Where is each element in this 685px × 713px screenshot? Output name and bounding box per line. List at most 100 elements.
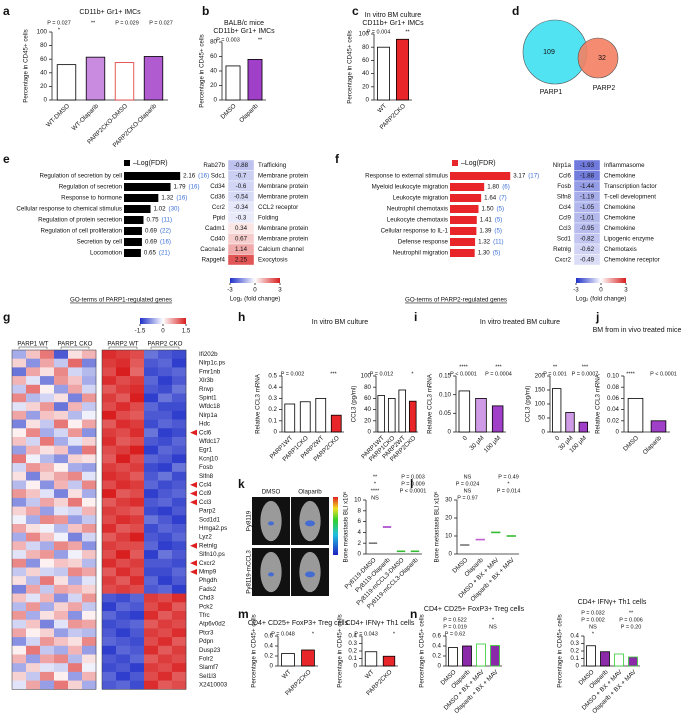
- heat-cell: [54, 550, 69, 560]
- heat-cell: [172, 541, 187, 551]
- heat-cell: [12, 671, 27, 681]
- heat-cell: [40, 393, 55, 403]
- heat-cell: [26, 463, 41, 473]
- heat-cell: [40, 402, 55, 412]
- heat-cell: [40, 480, 55, 490]
- heat-cell: [68, 419, 83, 429]
- heat-cell: [144, 593, 159, 603]
- gene-count: (11): [493, 239, 504, 246]
- p-value: P < 0.0001: [400, 488, 427, 494]
- bar-value: 1.50: [482, 206, 495, 213]
- heat-cell: [116, 602, 131, 612]
- gene-role: Transcription factor: [604, 183, 657, 190]
- y-tick-label: 0.4: [348, 633, 357, 640]
- heat-cell: [82, 628, 97, 638]
- heat-cell: [40, 558, 55, 568]
- heat-cell: [26, 384, 41, 394]
- heat-cell: [26, 611, 41, 620]
- heat-cell: [130, 671, 145, 681]
- y-tick-label: 0.06: [607, 395, 620, 402]
- heat-cell: [158, 663, 173, 673]
- heat-cell: [102, 410, 117, 420]
- gene-name: Rab27b: [203, 162, 225, 169]
- heat-cell: [12, 393, 27, 403]
- heat-cell: [26, 654, 41, 664]
- heat-cell: [116, 367, 131, 377]
- heat-cell: [158, 558, 173, 568]
- image-row-label: Py8119: [246, 510, 253, 531]
- fold-change-value: -0.34: [234, 204, 249, 211]
- heat-cell: [54, 576, 69, 586]
- y-tick-label: 80: [362, 44, 369, 51]
- y-tick-label: 0: [44, 97, 48, 104]
- chart-title: In vitro BM culture: [365, 12, 422, 19]
- term-label: Defense response: [398, 239, 449, 246]
- p-value: P = 0.49: [498, 474, 519, 480]
- y-tick-label: 0: [274, 429, 278, 436]
- x-tick-label: WT-DMSO: [45, 102, 71, 128]
- heat-cell: [54, 376, 69, 386]
- x-tick-label: 100 μM: [483, 435, 503, 455]
- heat-cell: [40, 619, 55, 629]
- bar: [650, 420, 667, 433]
- heat-cell: [116, 654, 131, 664]
- y-tick-label: 0.3: [570, 640, 579, 647]
- heat-cell: [54, 428, 69, 438]
- heat-cell: [144, 550, 159, 560]
- heat-cell: [68, 584, 83, 594]
- fold-change-value: -1.93: [580, 162, 595, 169]
- fold-change-cell: [573, 254, 601, 266]
- heat-cell: [54, 663, 69, 673]
- gene-name: Scd1: [557, 235, 572, 242]
- y-tick-label: 0: [542, 429, 546, 436]
- heat-cell: [68, 367, 83, 377]
- heat-cell: [82, 576, 97, 586]
- heat-cell: [144, 541, 159, 551]
- heat-cell: [172, 611, 187, 620]
- y-tick-label: 0: [368, 429, 372, 436]
- p-value: **: [553, 364, 558, 370]
- mouse: [260, 551, 282, 593]
- heat-cell: [102, 619, 117, 629]
- heat-cell: [26, 506, 41, 516]
- heat-cell: [54, 567, 69, 577]
- gene-role: Chemokine: [604, 172, 636, 179]
- heat-cell: [82, 654, 97, 664]
- gene-role: Calcium channel: [258, 246, 304, 253]
- p-value: **: [258, 37, 263, 43]
- heat-cell: [26, 350, 41, 359]
- bar: [628, 656, 638, 667]
- heat-cell: [130, 550, 145, 560]
- y-tick-label: 20: [445, 515, 452, 522]
- term-label: Leukocyte migration: [393, 195, 449, 202]
- p-value: *: [492, 617, 495, 623]
- heat-cell: [40, 419, 55, 429]
- heat-cell: [130, 619, 145, 629]
- y-tick-label: 100: [37, 29, 48, 36]
- gene-name: Pdpn: [199, 638, 214, 645]
- heat-cell: [40, 532, 55, 542]
- heat-cell: [102, 524, 117, 533]
- heat-cell: [130, 471, 145, 481]
- heat-cell: [82, 680, 97, 690]
- gene-name: Nlrp1a: [553, 162, 572, 169]
- heat-cell: [102, 454, 117, 464]
- bar: [491, 405, 504, 433]
- heat-cell: [40, 550, 55, 560]
- heat-cell: [102, 358, 117, 368]
- heat-cell: [40, 584, 55, 594]
- bar: [450, 194, 482, 202]
- gene-name: Spint1: [199, 394, 217, 401]
- heat-cell: [26, 489, 41, 499]
- heat-cell: [54, 637, 69, 647]
- heat-cell: [68, 384, 83, 394]
- term-label: Myeloid leukocyte migration: [372, 184, 449, 191]
- heat-cell: [68, 376, 83, 386]
- bar-value: 3.17: [513, 173, 526, 180]
- bli-colorbar: [333, 497, 338, 555]
- gene-role: CCL2 receptor: [258, 204, 298, 211]
- heat-cell: [144, 437, 159, 446]
- heat-cell: [116, 611, 131, 620]
- y-tick-label: 20: [364, 417, 371, 424]
- heat-cell: [102, 497, 117, 507]
